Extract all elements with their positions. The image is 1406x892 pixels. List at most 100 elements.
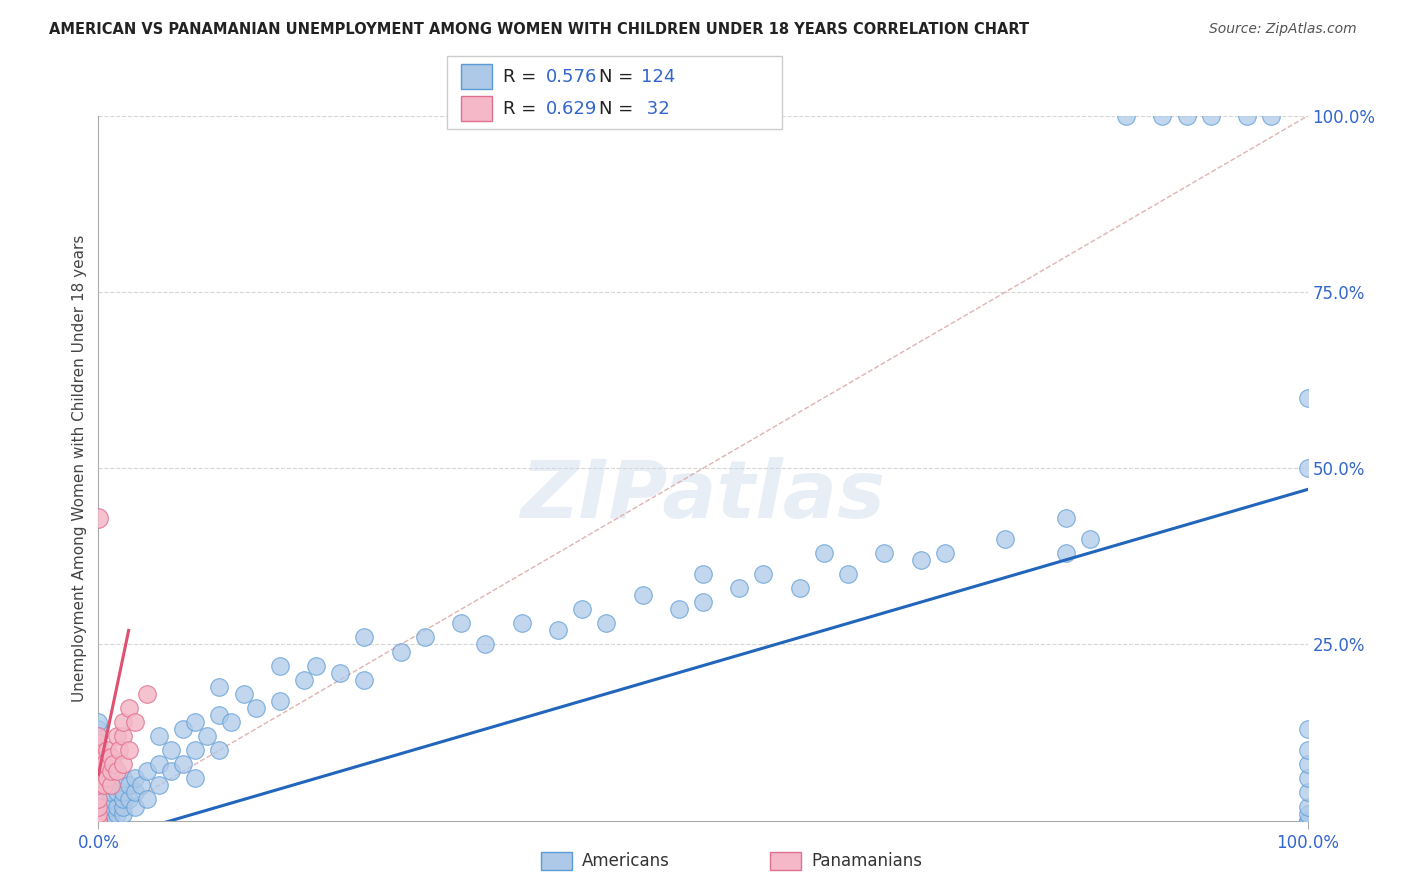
Point (135, 792, 157, 806)
Point (1078, 532, 1101, 546)
Point (87, 722, 110, 736)
Point (97, 799, 120, 814)
Text: R =: R = (503, 100, 543, 118)
Point (353, 631, 375, 645)
Point (105, 799, 128, 814)
Point (100, 806, 122, 821)
Point (87, 772, 110, 786)
Point (389, 644, 412, 658)
Point (1296, 391, 1319, 405)
Point (450, 616, 472, 631)
Point (96, 743, 118, 757)
Text: N =: N = (599, 100, 638, 118)
Point (87, 729, 110, 743)
Point (595, 616, 617, 631)
Point (100, 785, 122, 799)
Point (87, 743, 110, 757)
Point (184, 743, 207, 757)
Point (87, 757, 110, 772)
Point (87, 814, 110, 828)
Point (96, 814, 118, 828)
Point (87, 792, 110, 806)
Point (934, 546, 956, 560)
Point (292, 673, 315, 687)
Point (87, 750, 110, 764)
Point (87, 814, 110, 828)
Point (97, 806, 120, 821)
Point (87, 729, 110, 743)
Point (148, 778, 170, 793)
Point (1260, 109, 1282, 123)
Point (87, 736, 110, 750)
Point (208, 680, 231, 694)
Point (413, 631, 436, 645)
Point (1296, 799, 1319, 814)
Point (111, 792, 134, 806)
Point (1296, 757, 1319, 772)
Point (1115, 109, 1137, 123)
Point (105, 806, 128, 821)
Point (87, 778, 110, 793)
Point (87, 714, 110, 729)
Point (100, 814, 122, 828)
Point (837, 567, 859, 582)
Point (87, 757, 110, 772)
Point (1199, 109, 1222, 123)
Point (129, 778, 152, 793)
Text: 0.629: 0.629 (546, 100, 598, 118)
Point (135, 687, 157, 701)
Text: 32: 32 (641, 100, 669, 118)
Point (728, 581, 751, 595)
Point (93, 814, 115, 828)
Point (1296, 772, 1319, 786)
Point (571, 602, 593, 616)
Point (100, 750, 122, 764)
Point (100, 778, 122, 793)
Point (105, 764, 128, 779)
Point (93, 799, 115, 814)
Point (547, 624, 569, 638)
Point (87, 799, 110, 814)
Point (87, 764, 110, 779)
Point (910, 553, 932, 567)
Point (1296, 814, 1319, 828)
Point (111, 757, 134, 772)
Point (1054, 546, 1077, 560)
Text: 0.576: 0.576 (546, 68, 598, 86)
Point (87, 814, 110, 828)
Point (269, 694, 291, 708)
Point (105, 729, 128, 743)
Point (269, 658, 291, 673)
Point (87, 510, 110, 524)
Point (752, 567, 775, 582)
Point (96, 772, 118, 786)
Text: Panamanians: Panamanians (811, 852, 922, 870)
Point (873, 546, 896, 560)
Point (100, 764, 122, 779)
Text: 124: 124 (641, 68, 675, 86)
Point (87, 814, 110, 828)
Point (87, 743, 110, 757)
Point (111, 729, 134, 743)
Point (1152, 109, 1174, 123)
Point (789, 581, 811, 595)
Point (87, 772, 110, 786)
Point (668, 602, 690, 616)
Point (184, 772, 207, 786)
Point (118, 743, 141, 757)
Point (87, 814, 110, 828)
Point (118, 778, 141, 793)
Point (510, 616, 533, 631)
Point (208, 708, 231, 723)
Point (87, 792, 110, 806)
Point (305, 658, 328, 673)
Point (87, 799, 110, 814)
Point (160, 743, 183, 757)
Point (87, 764, 110, 779)
Point (994, 532, 1017, 546)
Point (1296, 743, 1319, 757)
Point (329, 665, 352, 680)
Point (100, 792, 122, 806)
Point (93, 778, 115, 793)
Point (87, 814, 110, 828)
